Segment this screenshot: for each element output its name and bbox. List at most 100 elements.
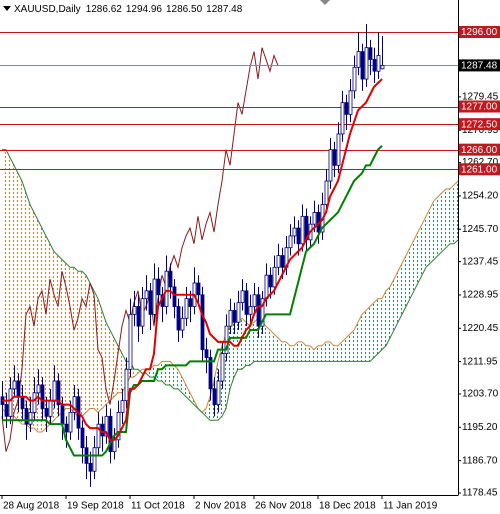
candle-body xyxy=(28,412,33,425)
cloud-fill xyxy=(282,341,286,362)
cloud-fill xyxy=(74,267,78,417)
ohlc-close: 1287.48 xyxy=(206,4,243,15)
cloud-fill xyxy=(270,330,274,362)
axis-layer: 1178.45 1186.70 1195.20 1203.70 1211.95 1220.… xyxy=(1,26,500,512)
candle-body xyxy=(220,353,225,382)
candle-body xyxy=(52,380,57,402)
candle-body xyxy=(104,415,109,437)
candle-body xyxy=(208,357,213,390)
candle-body xyxy=(204,349,209,358)
candle-body xyxy=(288,235,293,249)
cloud-fill xyxy=(146,369,150,378)
cloud-fill xyxy=(346,333,350,362)
span-b-line xyxy=(2,149,458,421)
cloud-fill xyxy=(358,314,362,362)
candle-body xyxy=(116,412,121,441)
cloud-fill xyxy=(242,318,246,370)
cloud-fill xyxy=(314,345,318,362)
candle-body xyxy=(144,290,149,300)
candle-body xyxy=(128,313,133,370)
candle-body xyxy=(332,149,337,166)
y-tick-label: 1203.70 xyxy=(462,389,499,400)
cloud-fill xyxy=(86,275,90,413)
candle-body xyxy=(180,317,185,331)
candle-body xyxy=(244,290,249,315)
tenkan-line xyxy=(2,78,383,441)
cloud-fill xyxy=(398,263,402,323)
cloud-fill xyxy=(158,361,162,382)
candle-body xyxy=(8,388,13,417)
candle-body xyxy=(280,255,285,268)
candle-body xyxy=(376,55,381,72)
cloud-fill xyxy=(298,341,302,362)
candle-body xyxy=(108,415,113,453)
candle-body xyxy=(232,310,237,323)
cloud-fill xyxy=(278,337,282,362)
level-box xyxy=(459,143,500,156)
cloud-fill xyxy=(6,149,10,417)
candle-body xyxy=(212,388,217,405)
x-tick-label: 11 Jan 2019 xyxy=(383,501,438,512)
candle-body xyxy=(156,278,161,296)
cloud-fill xyxy=(206,396,210,421)
candle-body xyxy=(64,423,69,433)
candle-body xyxy=(272,266,277,288)
candle-body xyxy=(336,133,341,166)
candle-body xyxy=(72,396,77,413)
cloud-fill xyxy=(342,337,346,362)
cloud-fill xyxy=(186,384,190,401)
cloud-fill xyxy=(414,232,418,291)
y-tick-label: 1186.70 xyxy=(462,455,498,466)
cloud-fill xyxy=(166,361,170,385)
cloud-fill xyxy=(202,408,206,417)
candle-body xyxy=(264,274,269,300)
cloud-fill xyxy=(382,290,386,350)
cloud-fill xyxy=(2,149,6,413)
candle-body xyxy=(200,294,205,351)
candle-body xyxy=(4,404,9,417)
candle-body xyxy=(152,278,157,315)
cloud-fill xyxy=(390,279,394,338)
cloud-fill xyxy=(318,345,322,362)
candle-body xyxy=(360,51,365,80)
cloud-fill xyxy=(274,333,278,362)
x-tick-label: 28 Aug 2018 xyxy=(3,501,60,512)
level-box xyxy=(459,26,500,39)
x-tick-label: 26 Nov 2018 xyxy=(255,501,312,512)
cloud-fill xyxy=(174,365,178,389)
cloud-fill xyxy=(334,345,338,362)
x-tick-label: 18 Dec 2018 xyxy=(319,501,376,512)
cloud-fill xyxy=(374,298,378,358)
candle-body xyxy=(292,227,297,237)
y-tick-label: 1254.20 xyxy=(462,191,499,202)
level-label: 1277.00 xyxy=(461,102,498,113)
level-box xyxy=(459,100,500,113)
candle-body xyxy=(92,447,97,472)
candle-body xyxy=(172,286,177,307)
y-tick-label: 1178.45 xyxy=(462,488,498,499)
x-tick-label: 19 Sep 2018 xyxy=(67,501,124,512)
candle-body xyxy=(60,404,65,425)
candle-body xyxy=(248,306,253,315)
cloud-fill xyxy=(22,181,26,425)
cloud-fill xyxy=(294,341,298,362)
cloud-fill xyxy=(10,157,14,417)
candle-body xyxy=(276,255,281,268)
level-label: 1266.00 xyxy=(461,145,498,156)
candle-body xyxy=(164,270,169,307)
cloud-fill xyxy=(438,192,442,256)
candle-body xyxy=(296,227,301,245)
candle-body xyxy=(48,400,53,417)
cloud-fill xyxy=(446,188,450,248)
candle-body xyxy=(112,439,117,453)
cloud-fill xyxy=(406,247,410,307)
x-tick-label: 11 Oct 2018 xyxy=(131,501,185,512)
candle-body xyxy=(124,368,129,402)
y-tick-label: 1245.70 xyxy=(462,224,499,235)
cloud-fill xyxy=(402,255,406,315)
header: XAUUSD,Daily 1286.62 1294.96 1286.50 1287.48 xyxy=(14,4,243,15)
y-tick-label: 1279.45 xyxy=(462,92,499,103)
cloud-fill xyxy=(90,282,94,409)
candle-body xyxy=(188,298,193,307)
kijun-line xyxy=(2,145,383,457)
